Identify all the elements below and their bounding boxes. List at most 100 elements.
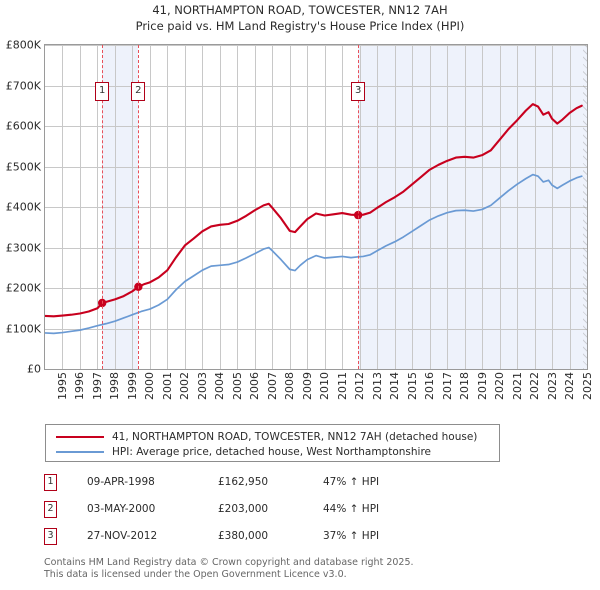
table-row: 1 09-APR-1998 £162,950 47% ↑ HPI: [44, 472, 514, 499]
y-axis-tick-label: £400K: [5, 200, 41, 214]
x-axis-tick-label: 2015: [405, 372, 419, 400]
x-axis-tick-label: 2007: [265, 372, 279, 400]
x-axis-tick-label: 2010: [318, 372, 332, 400]
transaction-number-flag[interactable]: 1: [95, 82, 110, 101]
x-axis-tick-label: 1999: [125, 372, 139, 400]
gridline-vertical: [412, 45, 414, 369]
x-axis-tick-label: 1996: [73, 372, 87, 400]
gridline-vertical: [149, 45, 151, 369]
transaction-marker-line: [138, 45, 140, 369]
gridline-horizontal: [45, 207, 587, 208]
transaction-index-badge: 3: [44, 528, 57, 545]
x-axis-tick-label: 2014: [388, 372, 402, 400]
transaction-index-badge: 1: [44, 474, 57, 491]
x-axis-tick-label: 2003: [195, 372, 209, 400]
title-line-2: Price paid vs. HM Land Registry's House …: [135, 19, 465, 33]
footer-line-1: Contains HM Land Registry data © Crown c…: [44, 557, 414, 568]
gridline-vertical: [552, 45, 554, 369]
legend-item-hpi: HPI: Average price, detached house, West…: [52, 444, 493, 459]
y-axis-tick-label: £600K: [5, 119, 41, 133]
gridline-vertical: [114, 45, 116, 369]
y-axis-tick-label: £200K: [5, 281, 41, 295]
x-axis-tick-label: 2008: [283, 372, 297, 400]
y-axis-tick-label: £300K: [5, 241, 41, 254]
gridline-horizontal: [45, 247, 587, 249]
gridline-vertical: [184, 45, 186, 369]
price-history-chart: 1 2 3: [44, 44, 588, 370]
series-line-hpi: [45, 173, 583, 335]
transaction-marker-line: [358, 45, 360, 369]
legend-swatch-hpi: [56, 450, 104, 453]
gridline-horizontal: [45, 288, 587, 289]
gridline-vertical: [202, 45, 204, 369]
gridline-vertical: [289, 45, 291, 369]
gridline-vertical: [237, 45, 239, 369]
legend-swatch-price-paid: [56, 435, 104, 438]
x-axis-tick-label: 2025: [580, 372, 594, 400]
page-title: 41, NORTHAMPTON ROAD, TOWCESTER, NN12 7A…: [0, 2, 600, 34]
gridline-vertical: [342, 45, 344, 369]
gridline-vertical: [324, 45, 326, 369]
x-axis-tick-label: 2022: [528, 372, 542, 400]
y-axis: £0 £100K £200K £300K £400K £500K £600K £700K £80…: [0, 39, 44, 376]
copyright-footer: Contains HM Land Registry data © Crown c…: [44, 557, 564, 580]
gridline-vertical: [307, 45, 309, 369]
transaction-price: £162,950: [218, 476, 269, 488]
transaction-price: £203,000: [218, 503, 269, 515]
x-axis-tick-label: 2018: [458, 372, 472, 400]
x-axis-tick-label: 2023: [545, 372, 559, 400]
x-axis-tick-label: 2013: [370, 372, 384, 400]
transaction-price: £380,000: [218, 530, 269, 542]
gridline-vertical: [429, 45, 431, 369]
table-row: 3 27-NOV-2012 £380,000 37% ↑ HPI: [44, 526, 514, 553]
x-axis-tick-label: 1995: [56, 372, 69, 400]
gridline-horizontal: [45, 45, 587, 46]
transaction-number-flag[interactable]: 3: [351, 82, 366, 101]
transactions-table: 1 09-APR-1998 £162,950 47% ↑ HPI 2 03-MA…: [44, 472, 514, 553]
y-axis-tick-label: £500K: [5, 160, 41, 173]
title-line-1: 41, NORTHAMPTON ROAD, TOWCESTER, NN12 7A…: [152, 3, 448, 17]
x-axis-tick-label: 2021: [510, 372, 524, 400]
transaction-hpi-delta: 44% ↑ HPI: [323, 503, 380, 515]
y-axis-tick-label: £700K: [5, 79, 41, 92]
gridline-vertical: [499, 45, 501, 369]
transaction-marker-line: [102, 45, 104, 369]
table-row: 2 03-MAY-2000 £203,000 44% ↑ HPI: [44, 499, 514, 526]
series-line-price-paid: [45, 103, 583, 318]
gridline-vertical: [359, 45, 361, 369]
gridline-vertical: [79, 45, 81, 369]
gridline-vertical: [219, 45, 221, 369]
x-axis-tick-label: 2016: [423, 372, 437, 400]
x-axis-tick-label: 2001: [160, 372, 174, 400]
transaction-index-badge: 2: [44, 501, 57, 518]
series-layer: [45, 103, 583, 335]
y-axis-tick-label: £800K: [5, 38, 41, 52]
x-axis-tick-label: 2000: [143, 372, 157, 400]
x-axis-tick-label: 2012: [353, 372, 367, 400]
gridline-vertical: [517, 45, 519, 369]
gridline-vertical: [569, 45, 571, 369]
gridline-vertical: [394, 45, 396, 369]
gridline-vertical: [464, 45, 466, 369]
gridline-vertical: [167, 45, 169, 369]
x-axis-tick-label: 2004: [213, 372, 227, 400]
incomplete-data-hatched-band: [582, 45, 587, 369]
plot-area: 1 2 3: [45, 45, 587, 369]
x-axis-tick-label: 2011: [335, 372, 349, 400]
x-axis-tick-label: 2005: [230, 372, 244, 400]
transaction-date: 09-APR-1998: [87, 476, 155, 488]
x-axis-tick-label: 2009: [300, 372, 314, 400]
gridline-vertical: [132, 45, 134, 369]
x-axis-tick-label: 2017: [440, 372, 454, 400]
transaction-hpi-delta: 37% ↑ HPI: [323, 530, 380, 542]
gridline-horizontal: [45, 328, 587, 330]
transaction-date: 27-NOV-2012: [87, 530, 158, 542]
x-axis-tick-label: 1998: [108, 372, 122, 400]
transaction-number-flag[interactable]: 2: [131, 82, 146, 101]
x-axis-tick-label: 1997: [90, 372, 104, 400]
gridline-vertical: [482, 45, 484, 369]
legend-label-price-paid: 41, NORTHAMPTON ROAD, TOWCESTER, NN12 7A…: [112, 430, 478, 443]
x-axis-tick-label: 2019: [475, 372, 489, 400]
transaction-point-marker: [97, 298, 107, 308]
transaction-date: 03-MAY-2000: [87, 503, 156, 515]
